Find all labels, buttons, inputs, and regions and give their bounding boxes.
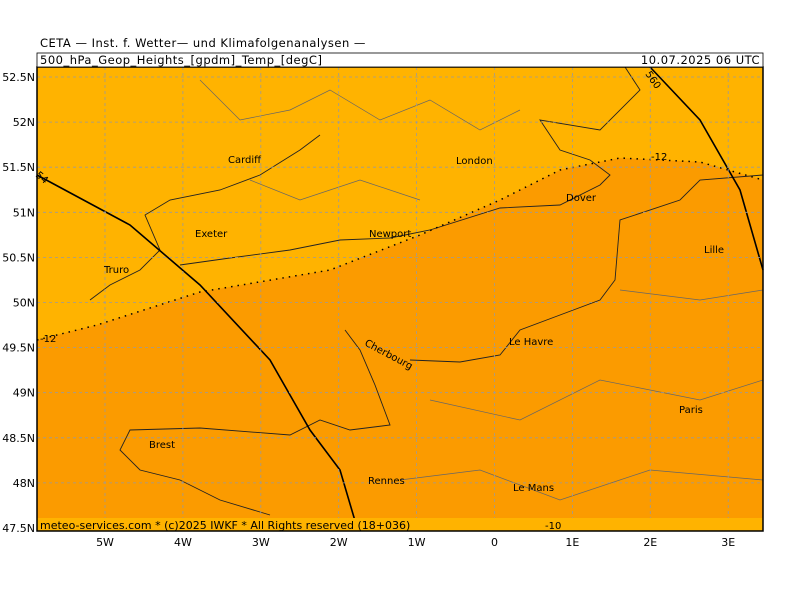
lat-label: 50N bbox=[13, 297, 35, 310]
city-label: Rennes bbox=[368, 476, 405, 487]
height-contour bbox=[649, 66, 764, 271]
city-label: Le Mans bbox=[513, 483, 554, 494]
header-title: CETA — Inst. f. Wetter— und Klimafolgena… bbox=[40, 36, 366, 50]
city-label: London bbox=[456, 156, 493, 167]
city-label: Dover bbox=[566, 193, 597, 204]
contour-label: -12 bbox=[40, 334, 56, 345]
contour-label: -12 bbox=[651, 152, 667, 163]
field-name: 500_hPa_Geop_Heights_[gpdm]_Temp_[degC] bbox=[40, 53, 322, 67]
city-label: Newport bbox=[369, 229, 411, 240]
valid-time: 10.07.2025 06 UTC bbox=[641, 53, 760, 67]
lon-label: 3W bbox=[252, 536, 270, 549]
lat-label: 51.5N bbox=[2, 161, 35, 174]
city-label: Exeter bbox=[195, 229, 228, 240]
header-bar bbox=[36, 52, 764, 68]
coastline-england bbox=[89, 66, 641, 301]
lon-label: 2E bbox=[643, 536, 657, 549]
coastline-france bbox=[119, 174, 764, 516]
height-contour bbox=[36, 174, 359, 532]
contour-label: -10 bbox=[545, 521, 561, 532]
city-label: Paris bbox=[679, 405, 703, 416]
lat-label: 49.5N bbox=[2, 342, 35, 355]
footer-strip bbox=[37, 518, 763, 531]
city-label: Truro bbox=[103, 265, 129, 276]
lon-label: 1E bbox=[565, 536, 579, 549]
lat-label: 51N bbox=[13, 206, 35, 219]
city-label: Lille bbox=[704, 245, 724, 256]
temperature-contour bbox=[36, 157, 764, 341]
city-label: Brest bbox=[149, 440, 175, 451]
lat-label: 48.5N bbox=[2, 432, 35, 445]
lat-label: 47.5N bbox=[2, 522, 35, 535]
lon-label: 2W bbox=[330, 536, 348, 549]
lat-label: 52N bbox=[13, 116, 35, 129]
city-label: Cardiff bbox=[228, 155, 262, 166]
footer: meteo-services.com * (c)2025 IWKF * All … bbox=[40, 519, 410, 532]
lon-label: 4W bbox=[174, 536, 192, 549]
lat-label: 49N bbox=[13, 387, 35, 400]
lon-label: 5W bbox=[96, 536, 114, 549]
lon-label: 1W bbox=[408, 536, 426, 549]
city-label: Le Havre bbox=[509, 337, 553, 348]
lat-label: 52.5N bbox=[2, 71, 35, 84]
lon-label: 0 bbox=[491, 536, 498, 549]
borders bbox=[199, 79, 764, 501]
graticule bbox=[37, 67, 763, 531]
lon-label: 3E bbox=[721, 536, 735, 549]
lat-label: 48N bbox=[13, 477, 35, 490]
lat-label: 50.5N bbox=[2, 251, 35, 264]
